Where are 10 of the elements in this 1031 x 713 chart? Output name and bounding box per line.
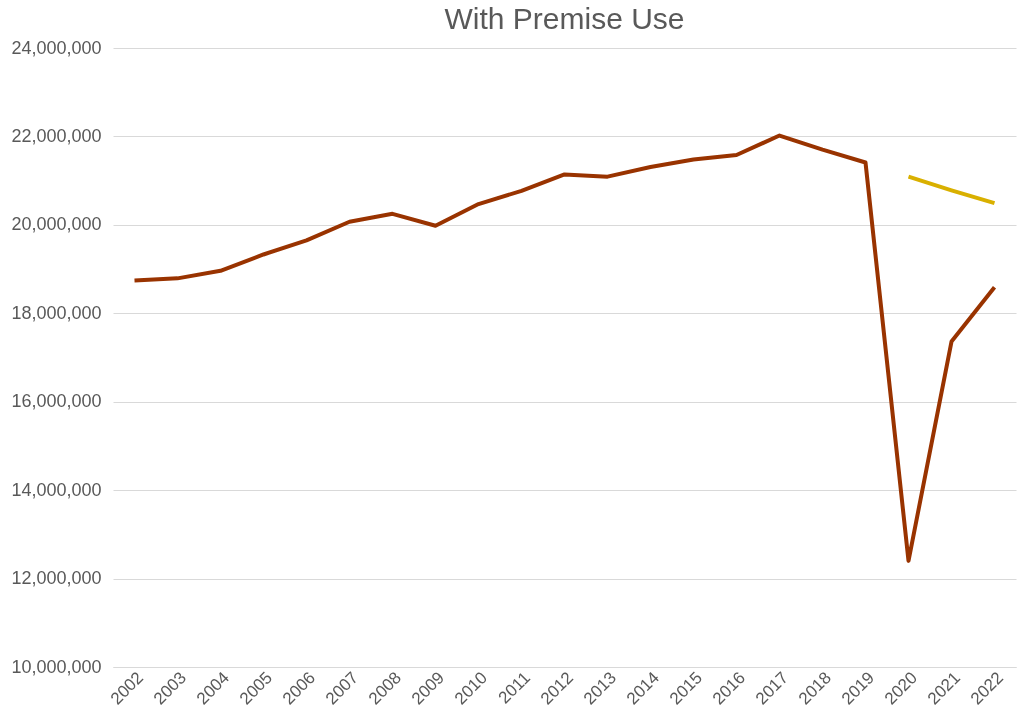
y-tick-label: 12,000,000 — [11, 568, 102, 589]
chart-title: With Premise Use — [444, 2, 685, 35]
y-tick-label: 20,000,000 — [11, 214, 102, 235]
y-tick-label: 14,000,000 — [11, 479, 102, 500]
y-tick-label: 24,000,000 — [11, 37, 102, 58]
y-tick-label: 16,000,000 — [11, 391, 102, 412]
y-tick-label: 22,000,000 — [11, 125, 102, 146]
line-series — [132, 133, 997, 563]
y-tick-label: 10,000,000 — [11, 656, 102, 677]
y-tick-label: 18,000,000 — [11, 302, 102, 323]
